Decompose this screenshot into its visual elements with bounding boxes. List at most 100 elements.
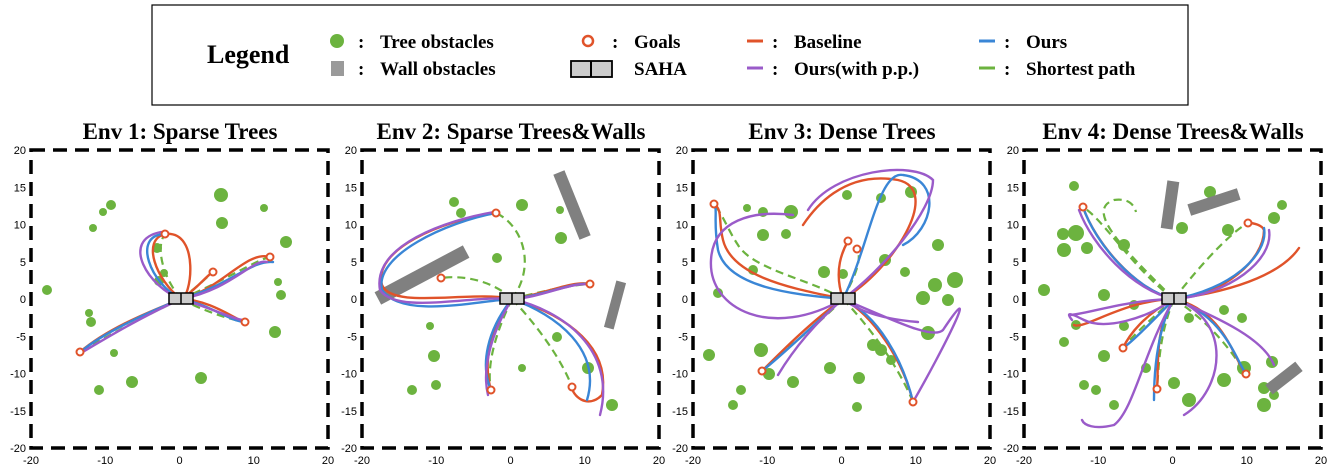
goal-marker <box>585 279 595 289</box>
y-tick-label: 5 <box>351 257 357 269</box>
legend-label-saha: SAHA <box>634 59 687 80</box>
tree-obstacle <box>1068 225 1084 241</box>
y-tick-label: -20 <box>1003 443 1019 455</box>
y-tick-label: -15 <box>10 406 26 418</box>
tree-obstacle <box>456 208 466 218</box>
tree-obstacle <box>1109 400 1119 410</box>
legend-label-shortest: Shortest path <box>1026 59 1136 80</box>
tree-obstacle <box>1059 337 1069 347</box>
goal-marker <box>1152 384 1162 394</box>
y-tick-label: 5 <box>1013 257 1019 269</box>
plot-frame <box>29 148 330 450</box>
tree-obstacle <box>947 272 963 288</box>
tree-obstacle <box>736 385 746 395</box>
goal-marker <box>843 236 853 246</box>
tree-obstacle <box>1168 377 1180 389</box>
tree-obstacle <box>853 372 865 384</box>
baseline-path <box>379 211 605 403</box>
tree-obstacle <box>1184 313 1194 323</box>
goal-marker <box>567 382 577 392</box>
tree-obstacle <box>781 229 791 239</box>
tree-obstacle <box>1057 243 1071 257</box>
shortest-path <box>79 233 271 353</box>
y-tick-label: -5 <box>16 331 26 343</box>
y-tick-label: -15 <box>1003 406 1019 418</box>
tree-obstacle <box>1222 224 1234 236</box>
x-tick-label: -20 <box>685 455 701 467</box>
x-tick-label: 20 <box>653 455 665 467</box>
tree-obstacle <box>99 208 107 216</box>
tree-obstacle <box>928 278 942 292</box>
tree-obstacle <box>1237 313 1247 323</box>
legend-sep: : <box>772 32 778 53</box>
goal-marker <box>486 385 496 395</box>
y-tick-label: -10 <box>10 369 26 381</box>
y-tick-label: 15 <box>676 182 688 194</box>
x-tick-label: -10 <box>428 455 444 467</box>
tree-obstacle <box>1098 289 1110 301</box>
x-tick-label: -10 <box>1090 455 1106 467</box>
y-tick-label: -20 <box>672 443 688 455</box>
goal-marker <box>709 199 719 209</box>
panel-title-env1: Env 1: Sparse Trees <box>83 119 278 144</box>
ours-path <box>81 232 275 352</box>
goal-marker <box>436 273 446 283</box>
x-tick-label: 0 <box>838 455 844 467</box>
y-tick-label: 20 <box>676 145 688 157</box>
y-tick-label: 0 <box>351 294 357 306</box>
tree-obstacle <box>126 376 138 388</box>
y-tick-label: 10 <box>676 220 688 232</box>
tree-obstacle <box>260 204 268 212</box>
x-tick-label: 10 <box>1241 455 1253 467</box>
saha-vehicle <box>1161 292 1187 305</box>
panel-title-env2: Env 2: Sparse Trees&Walls <box>377 119 646 144</box>
tree-obstacle <box>42 285 52 295</box>
tree-obstacle <box>838 269 848 279</box>
x-tick-label: -20 <box>354 455 370 467</box>
tree-obstacle <box>1217 373 1231 387</box>
tree-obstacle <box>1257 398 1271 412</box>
y-tick-label: -15 <box>672 406 688 418</box>
plot-frame <box>360 148 661 450</box>
tree-obstacle <box>703 349 715 361</box>
tree-obstacle <box>274 278 282 286</box>
y-tick-label: -20 <box>341 443 357 455</box>
x-tick-label: -20 <box>1016 455 1032 467</box>
tree-obstacle <box>431 380 441 390</box>
legend-sep: : <box>358 59 364 80</box>
goal-marker <box>1078 202 1088 212</box>
y-tick-label: -5 <box>678 331 688 343</box>
plot-frame <box>1022 148 1323 450</box>
legend-sep: : <box>1004 32 1010 53</box>
red-ring-icon <box>581 34 595 48</box>
saha-vehicle <box>168 292 194 305</box>
baseline-path <box>712 177 917 404</box>
panel-env3: -20 -10 0 10 20 20 15 10 5 0 -5 -10 -15 -20 <box>672 145 996 467</box>
goal-marker <box>208 267 218 277</box>
y-tick-label: 20 <box>345 145 357 157</box>
panel-title-env3: Env 3: Dense Trees <box>748 119 935 144</box>
tree-obstacle <box>842 190 852 200</box>
y-tick-label: 15 <box>345 182 357 194</box>
y-tick-label: 15 <box>14 182 26 194</box>
tree-obstacle <box>1038 284 1050 296</box>
saha-vehicle <box>499 292 525 305</box>
x-tick-label: -10 <box>97 455 113 467</box>
tree-obstacle <box>1057 228 1069 240</box>
tree-obstacle <box>214 188 228 202</box>
tree-obstacle <box>94 385 104 395</box>
legend-label-ours-pp: Ours(with p.p.) <box>794 59 919 80</box>
x-tick-label: 20 <box>322 455 334 467</box>
ours-pp-path <box>709 168 961 404</box>
goal-marker <box>265 252 275 262</box>
y-tick-label: 5 <box>20 257 26 269</box>
legend-sep: : <box>612 32 618 53</box>
tree-obstacle <box>1098 350 1110 362</box>
tree-obstacle <box>916 291 930 305</box>
legend-title: Legend <box>207 40 290 69</box>
tree-obstacle <box>824 362 836 374</box>
panel-title-env4: Env 4: Dense Trees&Walls <box>1042 119 1303 144</box>
x-tick-label: 10 <box>579 455 591 467</box>
wall-obstacle <box>1160 180 1180 230</box>
